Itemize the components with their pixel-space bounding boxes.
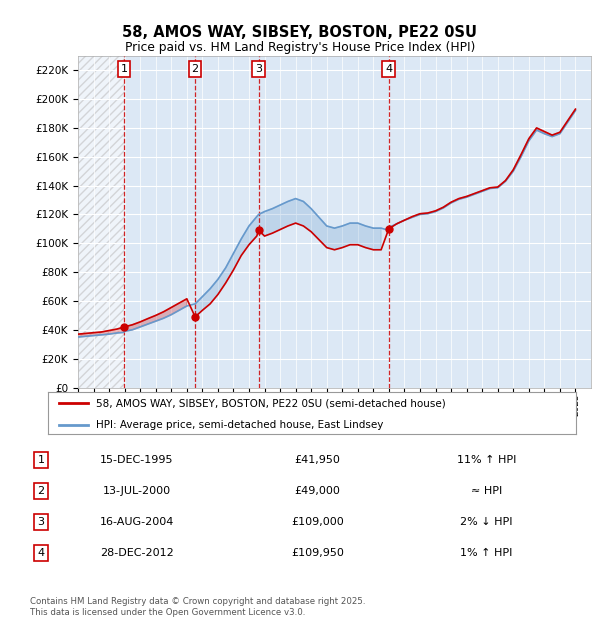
Text: 1: 1 bbox=[121, 64, 127, 74]
Text: 15-DEC-1995: 15-DEC-1995 bbox=[100, 455, 173, 466]
Text: 16-AUG-2004: 16-AUG-2004 bbox=[100, 517, 174, 528]
Text: 4: 4 bbox=[37, 548, 44, 559]
Text: HPI: Average price, semi-detached house, East Lindsey: HPI: Average price, semi-detached house,… bbox=[95, 420, 383, 430]
Text: 1% ↑ HPI: 1% ↑ HPI bbox=[460, 548, 512, 559]
Text: 2% ↓ HPI: 2% ↓ HPI bbox=[460, 517, 513, 528]
Text: 28-DEC-2012: 28-DEC-2012 bbox=[100, 548, 173, 559]
Text: 58, AMOS WAY, SIBSEY, BOSTON, PE22 0SU (semi-detached house): 58, AMOS WAY, SIBSEY, BOSTON, PE22 0SU (… bbox=[95, 398, 445, 408]
Text: Contains HM Land Registry data © Crown copyright and database right 2025.
This d: Contains HM Land Registry data © Crown c… bbox=[30, 598, 365, 617]
Text: 4: 4 bbox=[385, 64, 392, 74]
Text: 13-JUL-2000: 13-JUL-2000 bbox=[103, 486, 171, 497]
Text: 1: 1 bbox=[37, 455, 44, 466]
Text: £49,000: £49,000 bbox=[295, 486, 340, 497]
Text: £41,950: £41,950 bbox=[295, 455, 340, 466]
Bar bbox=[78, 56, 124, 388]
Text: 3: 3 bbox=[255, 64, 262, 74]
Text: 2: 2 bbox=[37, 486, 44, 497]
Text: £109,950: £109,950 bbox=[291, 548, 344, 559]
Text: 11% ↑ HPI: 11% ↑ HPI bbox=[457, 455, 516, 466]
Text: 3: 3 bbox=[37, 517, 44, 528]
Text: Price paid vs. HM Land Registry's House Price Index (HPI): Price paid vs. HM Land Registry's House … bbox=[125, 41, 475, 54]
Text: 2: 2 bbox=[191, 64, 199, 74]
Text: £109,000: £109,000 bbox=[291, 517, 344, 528]
Text: 58, AMOS WAY, SIBSEY, BOSTON, PE22 0SU: 58, AMOS WAY, SIBSEY, BOSTON, PE22 0SU bbox=[122, 25, 478, 40]
Text: ≈ HPI: ≈ HPI bbox=[471, 486, 502, 497]
